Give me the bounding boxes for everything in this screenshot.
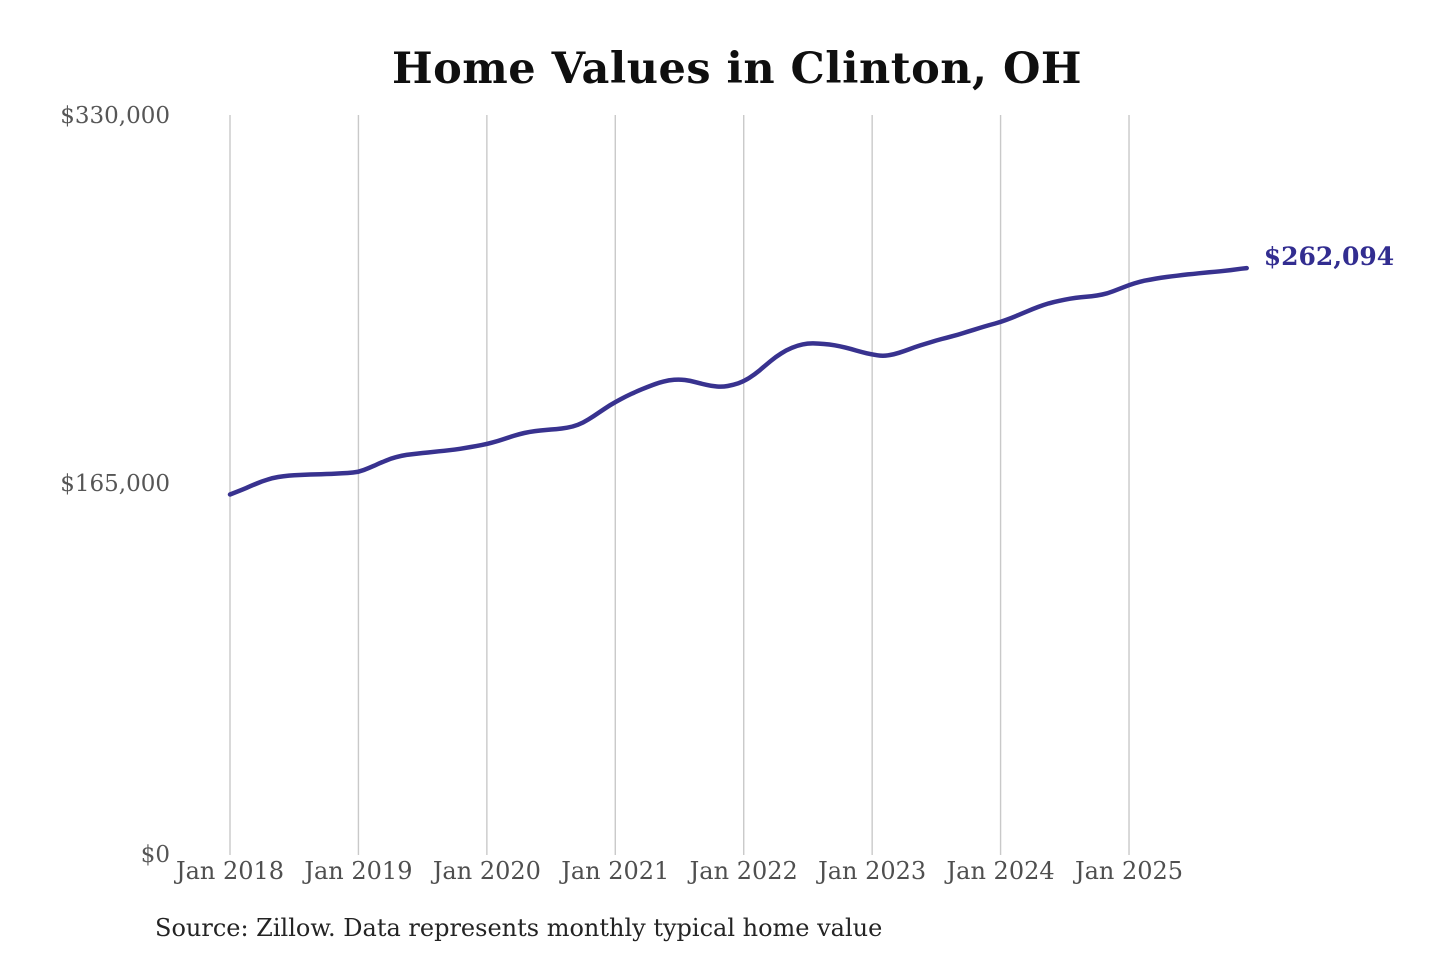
x-axis-tick-label: Jan 2022 <box>689 857 798 885</box>
home-value-line <box>227 265 1249 497</box>
chart-title: Home Values in Clinton, OH <box>391 44 1083 94</box>
latest-value-label: $262,094 <box>1263 242 1395 272</box>
y-axis-tick-label-165000: $165,000 <box>60 471 170 497</box>
y-axis-tick-label-330000: $330,000 <box>60 103 170 129</box>
x-axis-tick-label: Jan 2020 <box>432 857 541 885</box>
x-axis-tick-label: Jan 2019 <box>304 857 413 885</box>
x-axis-tick-label: Jan 2018 <box>175 857 285 885</box>
x-axis-tick-label: Jan 2024 <box>946 857 1055 885</box>
source-note: Source: Zillow. Data represents monthly … <box>155 914 883 942</box>
x-axis-tick-label: Jan 2021 <box>561 857 670 885</box>
x-axis-tick-label: Jan 2023 <box>818 857 927 885</box>
x-axis-tick-label: Jan 2025 <box>1074 857 1184 885</box>
y-axis-tick-label-0: $0 <box>140 842 170 868</box>
